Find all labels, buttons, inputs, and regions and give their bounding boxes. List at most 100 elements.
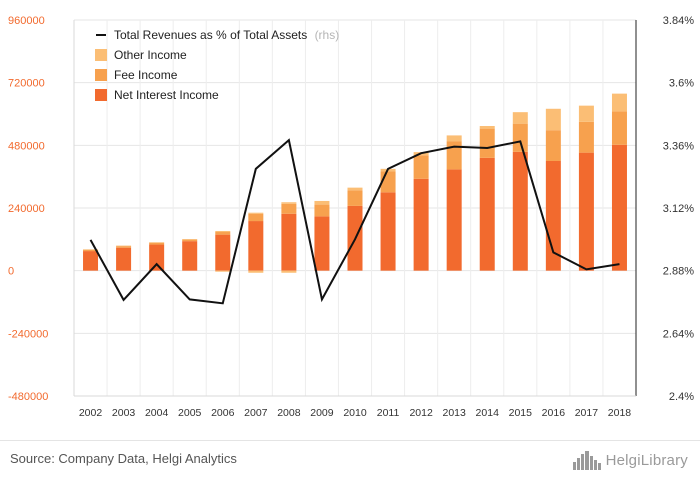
bar-fee-income bbox=[578, 121, 594, 153]
bar-other-income bbox=[545, 108, 561, 131]
bar-layer bbox=[83, 93, 627, 273]
bar-fee-income bbox=[512, 123, 528, 152]
x-tick-label: 2004 bbox=[145, 407, 169, 419]
y-left-tick-label: 0 bbox=[8, 266, 14, 278]
legend-swatch-other-income bbox=[95, 49, 107, 61]
legend-swatch-fee-income bbox=[95, 69, 107, 81]
bar-other-income bbox=[578, 105, 594, 122]
bar-other-income bbox=[314, 200, 330, 205]
bar-other-income bbox=[512, 112, 528, 124]
bar-other-income bbox=[149, 242, 165, 243]
x-tick-label: 2013 bbox=[442, 407, 466, 419]
x-tick-label: 2014 bbox=[476, 407, 500, 419]
bar-other-income bbox=[611, 93, 627, 112]
x-tick-label: 2002 bbox=[79, 407, 103, 419]
bar-fee-income bbox=[347, 190, 363, 206]
legend-label-fee-income: Fee Income bbox=[114, 68, 178, 82]
chart: 960000 3.84% 720000 3.6% 480000 3.36% 240000 3.… bbox=[8, 15, 695, 419]
x-tick-label: 2005 bbox=[178, 407, 202, 419]
x-tick-label: 2018 bbox=[608, 407, 632, 419]
bar-fee-income bbox=[215, 232, 231, 235]
bar-net-interest-income bbox=[512, 151, 528, 271]
y-left-tick-label: 720000 bbox=[8, 78, 45, 90]
bar-fee-income bbox=[248, 213, 264, 222]
y-left-tick-label: 240000 bbox=[8, 203, 45, 215]
y-left-tick-label: -480000 bbox=[8, 391, 48, 403]
bar-fee-income bbox=[611, 111, 627, 145]
y-left-tick-label: -240000 bbox=[8, 328, 48, 340]
legend-label-revenues: Total Revenues as % of Total Assets (rhs… bbox=[114, 28, 339, 42]
y-right-tick-label: 2.88% bbox=[663, 266, 694, 278]
bar-net-interest-income bbox=[149, 244, 165, 271]
bar-fee-income bbox=[149, 242, 165, 245]
grid-layer bbox=[73, 19, 637, 397]
y-right-tick-label: 3.12% bbox=[663, 203, 694, 215]
bar-other-income bbox=[215, 230, 231, 233]
y-right-tick-label: 3.6% bbox=[669, 78, 694, 90]
y-right-tick-label: 3.36% bbox=[663, 140, 694, 152]
legend: Total Revenues as % of Total Assets (rhs… bbox=[95, 28, 339, 102]
footer: Source: Company Data, Helgi Analytics He… bbox=[0, 440, 700, 484]
bar-other-income bbox=[116, 245, 132, 247]
x-tick-label: 2010 bbox=[343, 407, 367, 419]
bar-other-income bbox=[248, 212, 264, 214]
bar-net-interest-income bbox=[446, 169, 462, 271]
bar-fee-income bbox=[413, 155, 429, 179]
legend-label-other-income: Other Income bbox=[114, 48, 187, 62]
bar-net-interest-income bbox=[116, 247, 132, 271]
bar-net-interest-income bbox=[380, 192, 396, 271]
legend-label-rhs-note: (rhs) bbox=[315, 28, 340, 42]
line-layer bbox=[89, 138, 620, 305]
bar-fee-income bbox=[116, 246, 132, 248]
bar-other-income-negative bbox=[215, 270, 231, 272]
bar-net-interest-income bbox=[182, 241, 198, 271]
x-tick-label: 2006 bbox=[211, 407, 235, 419]
source-note: Source: Company Data, Helgi Analytics bbox=[10, 451, 237, 466]
bar-other-income bbox=[182, 239, 198, 240]
bar-net-interest-income bbox=[314, 216, 330, 271]
x-tick-label: 2003 bbox=[112, 407, 136, 419]
x-tick-label: 2009 bbox=[310, 407, 334, 419]
y-right-tick-label: 2.4% bbox=[669, 391, 694, 403]
bar-other-income-negative bbox=[281, 270, 297, 273]
bar-net-interest-income bbox=[611, 144, 627, 271]
axis-layer: 960000 3.84% 720000 3.6% 480000 3.36% 240000 3.… bbox=[8, 15, 694, 419]
bar-net-interest-income bbox=[578, 152, 594, 271]
bar-fee-income bbox=[182, 239, 198, 242]
bar-other-income bbox=[83, 249, 99, 250]
helgi-library-logo: HelgiLibrary bbox=[572, 450, 688, 470]
bar-other-income bbox=[281, 202, 297, 204]
line-total-revenues-pct-assets bbox=[89, 138, 620, 305]
logo-text: HelgiLibrary bbox=[605, 451, 688, 469]
legend-label-revenues-text: Total Revenues as % of Total Assets bbox=[114, 28, 307, 42]
bar-net-interest-income bbox=[281, 213, 297, 271]
bar-fee-income bbox=[83, 249, 99, 252]
y-right-tick-label: 2.64% bbox=[663, 328, 694, 340]
legend-swatch-net-interest-income bbox=[95, 89, 107, 101]
legend-label-net-interest-income: Net Interest Income bbox=[114, 88, 219, 102]
bar-net-interest-income bbox=[83, 251, 99, 271]
bar-other-income bbox=[446, 135, 462, 142]
bar-net-interest-income bbox=[413, 178, 429, 271]
bar-net-interest-income bbox=[248, 221, 264, 271]
bar-net-interest-income bbox=[479, 157, 495, 271]
bar-fee-income bbox=[314, 204, 330, 217]
bar-net-interest-income bbox=[215, 234, 231, 271]
bar-fee-income bbox=[545, 130, 561, 161]
bar-other-income bbox=[479, 126, 495, 129]
bar-other-income bbox=[347, 187, 363, 191]
x-tick-label: 2011 bbox=[377, 407, 400, 419]
y-right-tick-label: 3.84% bbox=[663, 15, 694, 27]
bar-fee-income bbox=[479, 128, 495, 158]
x-tick-label: 2017 bbox=[575, 407, 599, 419]
x-tick-label: 2012 bbox=[409, 407, 433, 419]
y-left-tick-label: 960000 bbox=[8, 15, 45, 27]
bar-fee-income bbox=[281, 203, 297, 214]
bar-fee-income bbox=[446, 141, 462, 170]
city-skyline-icon bbox=[572, 451, 601, 470]
x-tick-label: 2008 bbox=[277, 407, 301, 419]
x-tick-label: 2015 bbox=[509, 407, 533, 419]
x-tick-label: 2016 bbox=[542, 407, 566, 419]
bar-other-income-negative bbox=[248, 270, 264, 273]
x-tick-label: 2007 bbox=[244, 407, 268, 419]
